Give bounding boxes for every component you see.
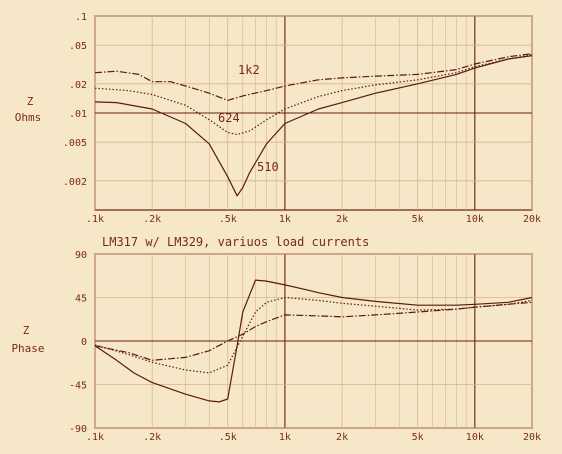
y-tick-label: -90 (69, 424, 87, 435)
series-label-1k2: 1k2 (238, 63, 260, 77)
y-tick-label: .002 (63, 177, 87, 188)
y-tick-label: 45 (75, 294, 87, 305)
x-tick-label: 5k (412, 214, 424, 225)
x-tick-label: 2k (336, 214, 348, 225)
phase-plot: LM317 w/ LM329, variuos load currents .1… (11, 235, 541, 443)
x-tick-label: .5k (219, 214, 237, 225)
series-line-510 (94, 279, 533, 403)
impedance-series (94, 53, 533, 197)
y-tick-label: .02 (69, 80, 87, 91)
phase-ylabel-line1: Z (23, 324, 30, 337)
x-tick-label: .1k (86, 432, 104, 443)
x-tick-label: 20k (523, 432, 541, 443)
y-tick-label: .1 (75, 12, 87, 23)
y-tick-label: 0 (81, 337, 87, 348)
impedance-ylabel-line1: Z (27, 95, 34, 108)
series-line-1k2 (94, 301, 533, 361)
series-line-624 (94, 54, 533, 136)
x-tick-label: 10k (466, 432, 484, 443)
series-line-624 (94, 296, 533, 374)
phase-grid (94, 253, 533, 429)
y-tick-label: .005 (63, 138, 87, 149)
phase-plot-title: LM317 w/ LM329, variuos load currents (102, 235, 369, 249)
impedance-plot: .1k .2k .5k 1k 2k 5k 10k 20k .1 .05 .02 .01 .005 .00… (15, 12, 541, 225)
y-tick-label: .01 (69, 109, 87, 120)
impedance-ylabel-line2: Ohms (15, 111, 42, 124)
y-tick-label: 90 (75, 250, 87, 261)
impedance-x-tick-labels: .1k .2k .5k 1k 2k 5k 10k 20k (86, 214, 541, 225)
phase-ylabel-line2: Phase (11, 342, 44, 355)
phase-series (94, 279, 533, 403)
x-tick-label: .1k (86, 214, 104, 225)
x-tick-label: .2k (143, 432, 161, 443)
phase-y-tick-labels: 90 45 0 -45 -90 (69, 250, 87, 435)
x-tick-label: 1k (279, 214, 291, 225)
x-tick-label: .2k (143, 214, 161, 225)
series-line-1k2 (94, 53, 533, 102)
x-tick-label: 2k (336, 432, 348, 443)
series-label-510: 510 (257, 160, 279, 174)
x-tick-label: 20k (523, 214, 541, 225)
x-tick-label: 10k (466, 214, 484, 225)
impedance-y-tick-labels: .1 .05 .02 .01 .005 .002 (63, 12, 87, 188)
y-tick-label: -45 (69, 381, 87, 392)
x-tick-label: 1k (279, 432, 291, 443)
x-tick-label: 5k (412, 432, 424, 443)
y-tick-label: .05 (69, 41, 87, 52)
impedance-grid (94, 15, 533, 210)
series-line-510 (94, 55, 533, 197)
phase-x-tick-labels: .1k .2k .5k 1k 2k 5k 10k 20k (86, 432, 541, 443)
x-tick-label: .5k (219, 432, 237, 443)
series-label-624: 624 (218, 111, 240, 125)
